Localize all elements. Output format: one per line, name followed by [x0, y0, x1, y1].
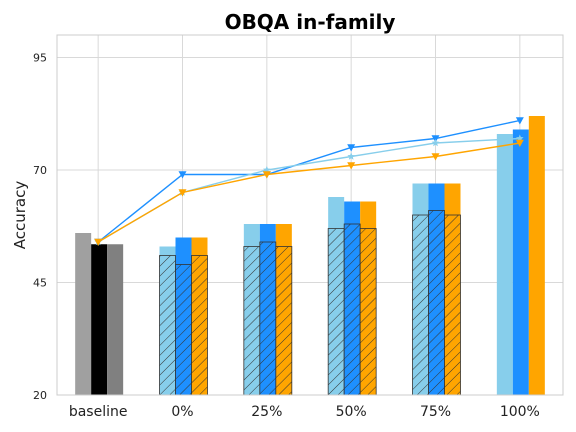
line-point-triangle — [347, 144, 356, 152]
bar-hatch-overlay — [428, 210, 445, 395]
bar-hatch-overlay — [159, 255, 176, 395]
x-tick-label: 25% — [251, 404, 282, 420]
bars — [75, 116, 545, 396]
bar-hatch-overlay — [360, 228, 377, 395]
bar-hatch-overlay — [275, 246, 292, 395]
bar-hatch-overlay — [259, 242, 276, 395]
bar-hatch-overlay — [191, 255, 208, 395]
bar-solid — [528, 116, 545, 395]
line-point-triangle — [515, 117, 524, 125]
bar-solid — [496, 134, 513, 395]
bar-hatch-overlay — [175, 264, 192, 395]
y-tick-label: 45 — [33, 277, 47, 290]
line-point-triangle — [515, 139, 524, 147]
line-point-star — [431, 139, 440, 147]
x-tick-label: 0% — [171, 404, 193, 420]
line-point-triangle — [431, 153, 440, 161]
plot-frame — [56, 34, 564, 396]
line-series — [97, 119, 520, 243]
line-point-triangle — [431, 135, 440, 143]
bar-hatch-overlay — [243, 246, 260, 395]
line-series — [97, 142, 520, 243]
y-tick-label: 20 — [33, 389, 47, 402]
bar-solid — [512, 129, 529, 395]
x-tick-label: 50% — [336, 404, 367, 420]
x-tick-label: 100% — [500, 404, 540, 420]
y-axis-label: Accuracy — [11, 181, 29, 250]
y-tick-label: 70 — [33, 164, 47, 177]
y-tick-label: 95 — [33, 52, 47, 65]
line-point-triangle — [347, 162, 356, 170]
bar-hatch-overlay — [444, 215, 461, 395]
bar-baseline — [91, 244, 108, 395]
x-tick-label: baseline — [69, 404, 128, 420]
bar-baseline — [107, 244, 124, 395]
line-point-triangle — [94, 238, 103, 246]
chart-title: OBQA in-family — [225, 10, 396, 34]
bar-baseline — [75, 233, 92, 395]
bar-hatch-overlay — [344, 224, 361, 395]
line-point-triangle — [262, 171, 271, 179]
lines — [94, 117, 524, 246]
bar-hatch-overlay — [328, 228, 345, 395]
ticks: 20 45 70 95 baseline 0% 25% 50% 75% 100% — [33, 52, 540, 421]
bar-hatch-overlay — [412, 215, 429, 395]
line-point-star — [347, 152, 355, 160]
line-point-triangle — [178, 171, 187, 179]
line-point-triangle — [178, 189, 187, 197]
x-tick-label: 75% — [420, 404, 451, 420]
